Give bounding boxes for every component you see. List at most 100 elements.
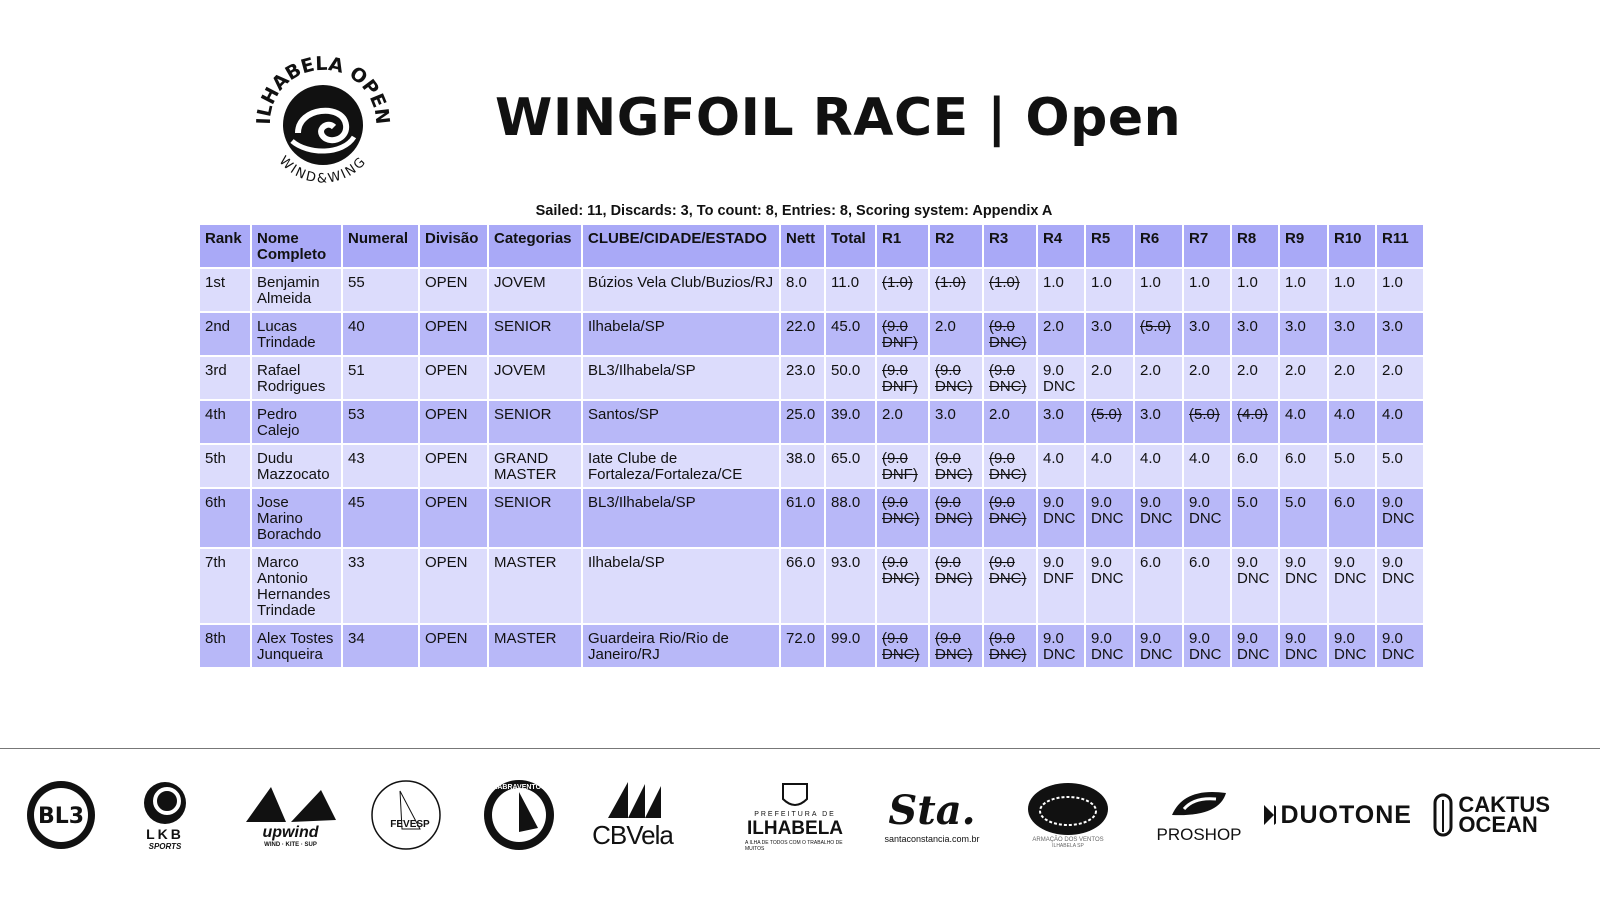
race-score-discarded: (5.0) bbox=[1086, 401, 1133, 443]
race-score: 9.0 DNF bbox=[1038, 549, 1084, 623]
race-score: 9.0 DNC bbox=[1232, 549, 1278, 623]
name-cell: Pedro Calejo bbox=[252, 401, 341, 443]
rank-cell: 8th bbox=[200, 625, 250, 667]
category-cell: MASTER bbox=[489, 549, 581, 623]
sponsor-logo-proshop: PROSHOP bbox=[1156, 770, 1242, 860]
table-header-row: Rank Nome Completo Numeral Divisão Categoria… bbox=[200, 225, 1423, 267]
race-score-discarded: (9.0 DNC) bbox=[930, 445, 982, 487]
race-score: 9.0 DNC bbox=[1184, 625, 1230, 667]
club-cell: Ilhabela/SP bbox=[583, 313, 779, 355]
race-score: 2.0 bbox=[1038, 313, 1084, 355]
club-cell: Santos/SP bbox=[583, 401, 779, 443]
total-cell: 93.0 bbox=[826, 549, 875, 623]
division-cell: OPEN bbox=[420, 401, 487, 443]
nett-cell: 61.0 bbox=[781, 489, 824, 547]
column-header: Numeral bbox=[343, 225, 418, 267]
race-score: 4.0 bbox=[1038, 445, 1084, 487]
nett-cell: 22.0 bbox=[781, 313, 824, 355]
name-cell: Dudu Mazzocato bbox=[252, 445, 341, 487]
name-cell: Marco Antonio Hernandes Trindade bbox=[252, 549, 341, 623]
sponsor-logo-lkb: LKB SPORTS bbox=[135, 770, 195, 860]
rank-cell: 3rd bbox=[200, 357, 250, 399]
column-header: R8 bbox=[1232, 225, 1278, 267]
total-cell: 11.0 bbox=[826, 269, 875, 311]
rank-cell: 2nd bbox=[200, 313, 250, 355]
race-score: 9.0 DNC bbox=[1038, 625, 1084, 667]
rank-cell: 4th bbox=[200, 401, 250, 443]
race-score: 5.0 bbox=[1280, 489, 1327, 547]
category-cell: MASTER bbox=[489, 625, 581, 667]
numeral-cell: 33 bbox=[343, 549, 418, 623]
sponsor-logo-aabraventos: AABRAVENTOS bbox=[482, 770, 556, 860]
column-header: R4 bbox=[1038, 225, 1084, 267]
sponsor-logo-fevesp: FEVESP bbox=[370, 770, 442, 860]
column-header: R11 bbox=[1377, 225, 1423, 267]
race-score: 9.0 DNC bbox=[1086, 625, 1133, 667]
race-score-discarded: (9.0 DNC) bbox=[930, 489, 982, 547]
total-cell: 39.0 bbox=[826, 401, 875, 443]
sponsor-logo-santaconstancia: Sta. santaconstancia.com.br bbox=[884, 786, 980, 844]
name-cell: Lucas Trindade bbox=[252, 313, 341, 355]
race-score: 4.0 bbox=[1086, 445, 1133, 487]
race-score: 1.0 bbox=[1135, 269, 1182, 311]
table-row: 2nd Lucas Trindade 40 OPEN SENIOR Ilhabela/SP… bbox=[200, 313, 1423, 355]
race-score-discarded: (9.0 DNC) bbox=[930, 625, 982, 667]
column-header: R10 bbox=[1329, 225, 1375, 267]
race-score: 9.0 DNC bbox=[1086, 549, 1133, 623]
sponsor-logo-caktus-ocean: CAKTUS OCEAN bbox=[1430, 770, 1550, 860]
rank-cell: 7th bbox=[200, 549, 250, 623]
division-cell: OPEN bbox=[420, 269, 487, 311]
column-header: Divisão bbox=[420, 225, 487, 267]
numeral-cell: 45 bbox=[343, 489, 418, 547]
race-score: 9.0 DNC bbox=[1329, 549, 1375, 623]
club-cell: BL3/Ilhabela/SP bbox=[583, 489, 779, 547]
race-score: 2.0 bbox=[1135, 357, 1182, 399]
table-row: 5th Dudu Mazzocato 43 OPEN GRAND MASTER Iate … bbox=[200, 445, 1423, 487]
table-row: 8th Alex Tostes Junqueira 34 OPEN MASTER Guar… bbox=[200, 625, 1423, 667]
race-score: 6.0 bbox=[1135, 549, 1182, 623]
race-score: 3.0 bbox=[1329, 313, 1375, 355]
column-header: R2 bbox=[930, 225, 982, 267]
race-score: 2.0 bbox=[1086, 357, 1133, 399]
column-header: R1 bbox=[877, 225, 928, 267]
race-score-discarded: (9.0 DNC) bbox=[930, 357, 982, 399]
category-cell: JOVEM bbox=[489, 269, 581, 311]
division-cell: OPEN bbox=[420, 489, 487, 547]
table-row: 7th Marco Antonio Hernandes Trindade 33 OPE… bbox=[200, 549, 1423, 623]
race-score: 1.0 bbox=[1329, 269, 1375, 311]
column-header: R9 bbox=[1280, 225, 1327, 267]
race-score: 3.0 bbox=[1280, 313, 1327, 355]
sponsor-logo-armacao-dos-ventos: ARMAÇÃO DOS VENTOS ILHABELA SP bbox=[1022, 770, 1114, 860]
race-score: 3.0 bbox=[1232, 313, 1278, 355]
svg-text:BL3: BL3 bbox=[38, 804, 84, 829]
race-score-discarded: (9.0 DNC) bbox=[984, 313, 1036, 355]
club-cell: Iate Clube de Fortaleza/Fortaleza/CE bbox=[583, 445, 779, 487]
race-score: 1.0 bbox=[1280, 269, 1327, 311]
race-score: 9.0 DNC bbox=[1038, 357, 1084, 399]
race-score: 3.0 bbox=[930, 401, 982, 443]
column-header: Nome Completo bbox=[252, 225, 341, 267]
column-header: R6 bbox=[1135, 225, 1182, 267]
race-score-discarded: (9.0 DNC) bbox=[984, 489, 1036, 547]
race-score: 5.0 bbox=[1377, 445, 1423, 487]
division-cell: OPEN bbox=[420, 625, 487, 667]
race-score: 1.0 bbox=[1038, 269, 1084, 311]
sponsor-logo-ilhabela: PREFEITURA DE ILHABELA A ILHA DE TODOS C… bbox=[745, 770, 845, 860]
club-cell: BL3/Ilhabela/SP bbox=[583, 357, 779, 399]
rank-cell: 5th bbox=[200, 445, 250, 487]
name-cell: Alex Tostes Junqueira bbox=[252, 625, 341, 667]
sponsor-logo-duotone: DUOTONE bbox=[1262, 770, 1412, 860]
race-score: 2.0 bbox=[984, 401, 1036, 443]
event-logo: ILHABELA OPEN WIND&WING bbox=[248, 45, 398, 195]
club-cell: Guardeira Rio/Rio de Janeiro/RJ bbox=[583, 625, 779, 667]
division-cell: OPEN bbox=[420, 313, 487, 355]
nett-cell: 66.0 bbox=[781, 549, 824, 623]
race-score-discarded: (9.0 DNC) bbox=[984, 445, 1036, 487]
total-cell: 99.0 bbox=[826, 625, 875, 667]
race-score-discarded: (9.0 DNC) bbox=[877, 625, 928, 667]
race-score: 9.0 DNC bbox=[1377, 549, 1423, 623]
club-cell: Búzios Vela Club/Buzios/RJ bbox=[583, 269, 779, 311]
race-score: 2.0 bbox=[877, 401, 928, 443]
race-score-discarded: (9.0 DNC) bbox=[877, 549, 928, 623]
numeral-cell: 34 bbox=[343, 625, 418, 667]
